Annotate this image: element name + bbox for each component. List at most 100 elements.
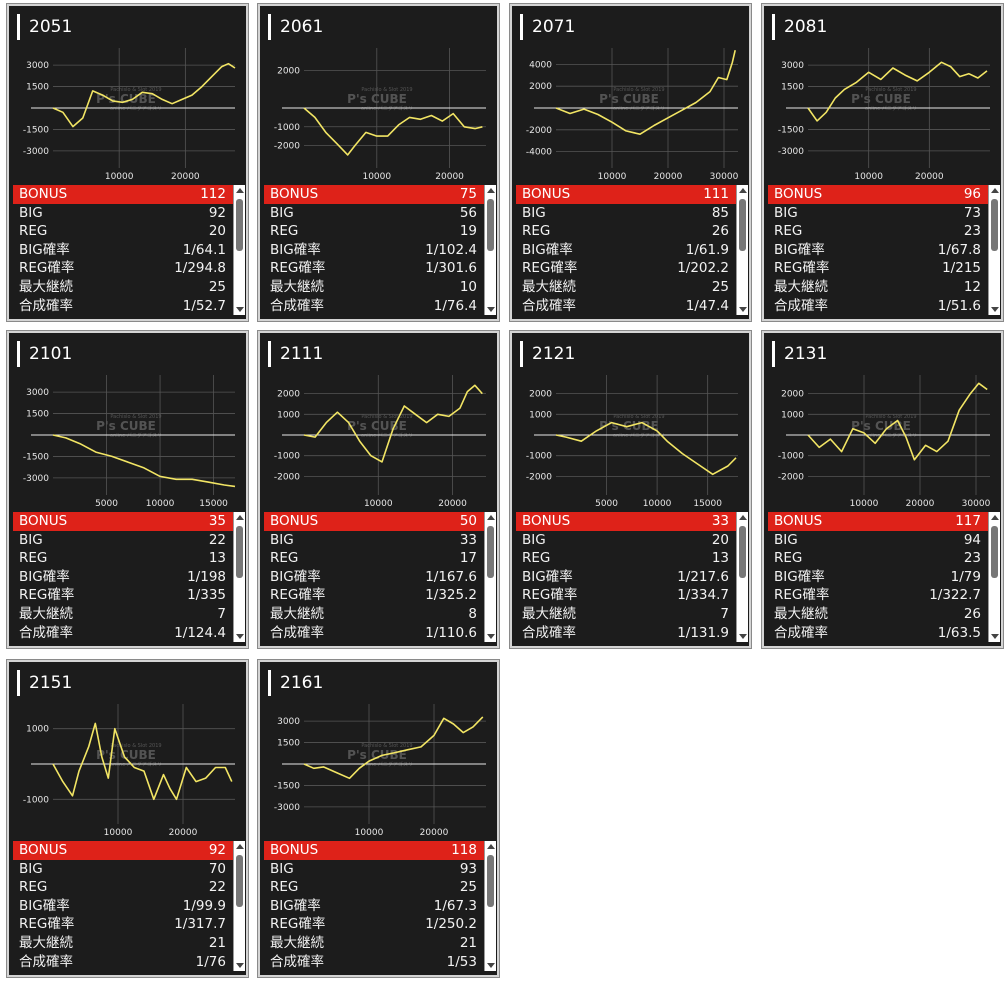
y-tick-label: -2000 <box>526 126 552 136</box>
stat-row-max-streak: 最大継続 21 <box>264 934 485 953</box>
scroll-thumb[interactable] <box>236 199 243 251</box>
stat-row-big-rate: BIG確率 1/99.9 <box>13 897 234 916</box>
stat-value: 1/334.7 <box>677 587 729 604</box>
machine-card[interactable]: 2151 P's CUBE Pachislo & Slot 2019 online パ… <box>6 659 249 978</box>
stat-label: REG確率 <box>270 587 326 604</box>
y-tick-label: -1000 <box>778 452 804 462</box>
scroll-up-arrow-icon[interactable] <box>991 188 999 193</box>
scroll-up-arrow-icon[interactable] <box>739 515 747 520</box>
stat-value: 1/53 <box>446 953 477 970</box>
y-tick-label: 2000 <box>277 390 300 400</box>
stat-row-max-streak: 最大継続 21 <box>13 934 234 953</box>
scroll-up-arrow-icon[interactable] <box>236 844 244 849</box>
machine-card[interactable]: 2131 P's CUBE Pachislo & Slot 2019 online パ… <box>761 330 1004 649</box>
stats-list[interactable]: BONUS 35 BIG 22 REG 13 BIG確率 1/198 REG確率 1/335 最大継… <box>13 512 234 642</box>
machine-card[interactable]: 2111 P's CUBE Pachislo & Slot 2019 online パ… <box>257 330 500 649</box>
payout-line <box>555 50 736 135</box>
scroll-up-arrow-icon[interactable] <box>487 844 495 849</box>
stats-list[interactable]: BONUS 33 BIG 20 REG 13 BIG確率 1/217.6 REG確率 1/334.… <box>516 512 737 642</box>
x-tick-label: 15000 <box>693 499 722 509</box>
stats-scrollbar[interactable] <box>736 512 748 642</box>
y-tick-label: -1000 <box>274 452 300 462</box>
scroll-up-arrow-icon[interactable] <box>739 188 747 193</box>
stat-row-reg-rate: REG確率 1/334.7 <box>516 586 737 605</box>
stat-value: 1/99.9 <box>182 897 226 914</box>
scroll-up-arrow-icon[interactable] <box>487 515 495 520</box>
stat-value: 1/202.2 <box>677 260 729 277</box>
scroll-down-arrow-icon[interactable] <box>739 634 747 639</box>
watermark-bottom-text: online パニグアゴスリ <box>865 105 917 112</box>
scroll-down-arrow-icon[interactable] <box>236 634 244 639</box>
scroll-up-arrow-icon[interactable] <box>487 188 495 193</box>
machine-card[interactable]: 2161 P's CUBE Pachislo & Slot 2019 online パ… <box>257 659 500 978</box>
scroll-down-arrow-icon[interactable] <box>991 634 999 639</box>
stats-scrollbar[interactable] <box>484 185 496 315</box>
scroll-up-arrow-icon[interactable] <box>236 515 244 520</box>
payout-line <box>52 434 236 488</box>
machine-card[interactable]: 2071 P's CUBE Pachislo & Slot 2019 online パ… <box>509 3 752 322</box>
scroll-down-arrow-icon[interactable] <box>236 307 244 312</box>
machine-number: 2131 <box>772 341 827 367</box>
scroll-down-arrow-icon[interactable] <box>236 963 244 968</box>
stat-value: 85 <box>711 204 729 221</box>
stats-scrollbar[interactable] <box>233 512 245 642</box>
stats-list[interactable]: BONUS 75 BIG 56 REG 19 BIG確率 1/102.4 REG確率 1/301.… <box>264 185 485 315</box>
scroll-down-arrow-icon[interactable] <box>991 307 999 312</box>
scroll-down-arrow-icon[interactable] <box>487 634 495 639</box>
stats-scrollbar[interactable] <box>484 512 496 642</box>
stats-scrollbar[interactable] <box>988 512 1000 642</box>
stats-scrollbar[interactable] <box>233 185 245 315</box>
stat-row-combined-rate: 合成確率 1/52.7 <box>13 297 234 316</box>
stats-list[interactable]: BONUS 50 BIG 33 REG 17 BIG確率 1/167.6 REG確率 1/325.… <box>264 512 485 642</box>
scroll-down-arrow-icon[interactable] <box>487 963 495 968</box>
stat-value: 33 <box>459 531 477 548</box>
stats-list[interactable]: BONUS 96 BIG 73 REG 23 BIG確率 1/67.8 REG確率 1/215 最大… <box>768 185 989 315</box>
stats-scrollbar[interactable] <box>233 841 245 971</box>
stat-label: BIG確率 <box>774 241 825 258</box>
stats-scrollbar[interactable] <box>736 185 748 315</box>
scroll-thumb[interactable] <box>487 199 494 251</box>
machine-card[interactable]: 2101 P's CUBE Pachislo & Slot 2019 online パ… <box>6 330 249 649</box>
machine-card[interactable]: 2081 P's CUBE Pachislo & Slot 2019 online パ… <box>761 3 1004 322</box>
stats-list[interactable]: BONUS 118 BIG 93 REG 25 BIG確率 1/67.3 REG確率 1/250.… <box>264 841 485 971</box>
stat-value: 19 <box>459 223 477 240</box>
stat-label: BIG確率 <box>522 241 573 258</box>
stats-list[interactable]: BONUS 111 BIG 85 REG 26 BIG確率 1/61.9 REG確率 1/202.… <box>516 185 737 315</box>
stats-scrollbar[interactable] <box>484 841 496 971</box>
stat-label: 最大継続 <box>19 934 73 951</box>
scroll-down-arrow-icon[interactable] <box>487 307 495 312</box>
stat-row-big: BIG 85 <box>516 204 737 223</box>
stat-value: 20 <box>711 531 729 548</box>
scroll-thumb[interactable] <box>739 199 746 251</box>
machine-card[interactable]: 2051 P's CUBE Pachislo & Slot 2019 online パ… <box>6 3 249 322</box>
stat-row-max-streak: 最大継続 26 <box>768 605 989 624</box>
stat-label: BIG <box>774 204 798 221</box>
scroll-thumb[interactable] <box>236 526 243 578</box>
stats-scrollbar[interactable] <box>988 185 1000 315</box>
scroll-up-arrow-icon[interactable] <box>991 515 999 520</box>
scroll-thumb[interactable] <box>236 855 243 907</box>
machine-card[interactable]: 2121 P's CUBE Pachislo & Slot 2019 online パ… <box>509 330 752 649</box>
stat-row-reg: REG 17 <box>264 549 485 568</box>
stat-row-bonus: BONUS 112 <box>13 185 234 204</box>
machine-card[interactable]: 2061 P's CUBE Pachislo & Slot 2019 online パ… <box>257 3 500 322</box>
scroll-thumb[interactable] <box>739 526 746 578</box>
scroll-thumb[interactable] <box>991 199 998 251</box>
stat-label: BIG確率 <box>270 568 321 585</box>
x-tick-label: 10000 <box>854 172 883 182</box>
stat-label: BIG確率 <box>270 241 321 258</box>
stats-list[interactable]: BONUS 112 BIG 92 REG 20 BIG確率 1/64.1 REG確率 1/294.… <box>13 185 234 315</box>
stats-list[interactable]: BONUS 117 BIG 94 REG 23 BIG確率 1/79 REG確率 1/322.7 最… <box>768 512 989 642</box>
scroll-thumb[interactable] <box>487 855 494 907</box>
scroll-up-arrow-icon[interactable] <box>236 188 244 193</box>
scroll-down-arrow-icon[interactable] <box>739 307 747 312</box>
stat-value: 1/47.4 <box>685 297 729 314</box>
stats-list[interactable]: BONUS 92 BIG 70 REG 22 BIG確率 1/99.9 REG確率 1/317.7… <box>13 841 234 971</box>
scroll-thumb[interactable] <box>991 526 998 578</box>
y-tick-label: -1000 <box>526 452 552 462</box>
x-tick-label: 20000 <box>420 828 449 838</box>
stat-value: 17 <box>459 550 477 567</box>
x-tick-label: 10000 <box>105 172 134 182</box>
scroll-thumb[interactable] <box>487 526 494 578</box>
